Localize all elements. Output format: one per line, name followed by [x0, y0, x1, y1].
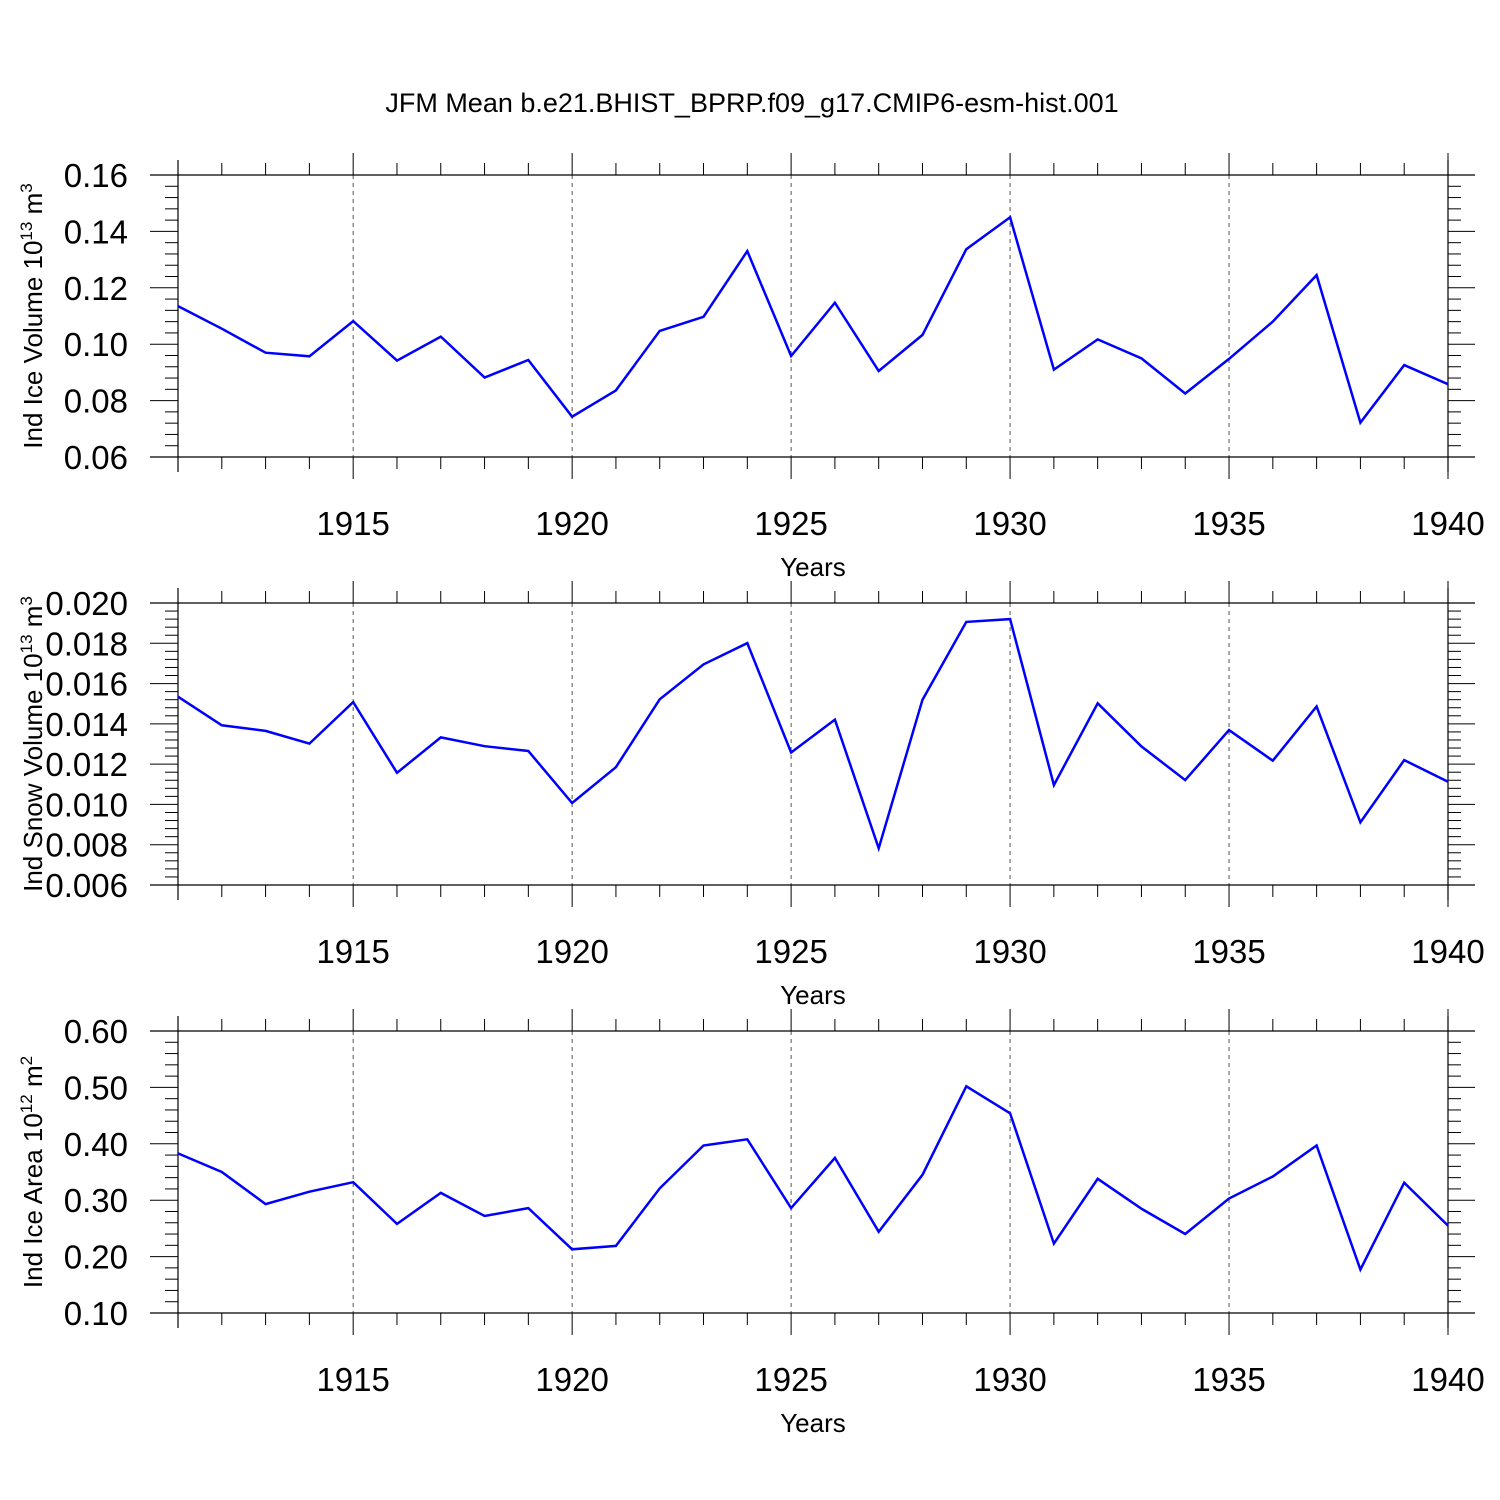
x-tick-label: 1940	[1411, 933, 1484, 970]
y-tick-label: 0.020	[45, 585, 128, 622]
y-tick-label: 0.20	[64, 1239, 128, 1276]
x-tick-label: 1930	[973, 933, 1046, 970]
x-tick-label: 1925	[754, 1361, 827, 1398]
x-tick-label: 1920	[535, 933, 608, 970]
x-tick-label: 1925	[754, 505, 827, 542]
x-tick-label: 1935	[1192, 933, 1265, 970]
x-tick-label: 1920	[535, 1361, 608, 1398]
y-axis-label: Ind Ice Volume 1013 m3	[17, 183, 48, 448]
y-axis-label: Ind Snow Volume 1013 m3	[17, 596, 48, 892]
x-tick-label: 1915	[316, 1361, 389, 1398]
x-tick-label: 1930	[973, 1361, 1046, 1398]
panel-3: 1915 1920 1925 1930 1935 1940 Years 0.10 0.20 0.3…	[17, 1009, 1485, 1438]
x-tick-label: 1940	[1411, 505, 1484, 542]
x-tick-label: 1935	[1192, 1361, 1265, 1398]
y-tick-label: 0.018	[45, 625, 128, 662]
y-tick-label: 0.40	[64, 1126, 128, 1163]
y-tick-label: 0.50	[64, 1069, 128, 1106]
panel-1: 1915 1920 1925 1930 1935 1940 Years 0.06 0.08 0.1…	[17, 153, 1485, 582]
x-tick-label: 1925	[754, 933, 827, 970]
x-axis-label: Years	[780, 1408, 846, 1438]
y-tick-label: 0.012	[45, 746, 128, 783]
series-line	[177, 1084, 1449, 1273]
y-tick-label: 0.12	[64, 270, 128, 307]
y-tick-label: 0.016	[45, 666, 128, 703]
x-axis-label: Years	[780, 980, 846, 1010]
y-tick-label: 0.30	[64, 1182, 128, 1219]
y-tick-label: 0.60	[64, 1013, 128, 1050]
x-tick-label: 1930	[973, 505, 1046, 542]
y-tick-label: 0.08	[64, 383, 128, 420]
series-line	[177, 617, 1449, 853]
y-tick-label: 0.014	[45, 706, 128, 743]
y-axis-label: Ind Ice Area 1012 m2	[17, 1056, 48, 1288]
y-tick-label: 0.16	[64, 157, 128, 194]
chart-title: JFM Mean b.e21.BHIST_BPRP.f09_g17.CMIP6-…	[385, 88, 1118, 118]
x-tick-label: 1915	[316, 933, 389, 970]
series-line	[177, 215, 1449, 426]
x-tick-label: 1915	[316, 505, 389, 542]
y-tick-label: 0.14	[64, 213, 128, 250]
y-tick-label: 0.10	[64, 326, 128, 363]
y-tick-label: 0.06	[64, 439, 128, 476]
x-tick-label: 1920	[535, 505, 608, 542]
y-tick-label: 0.008	[45, 827, 128, 864]
y-tick-label: 0.010	[45, 786, 128, 823]
x-tick-label: 1935	[1192, 505, 1265, 542]
y-tick-label: 0.10	[64, 1295, 128, 1332]
y-tick-label: 0.006	[45, 867, 128, 904]
x-axis-label: Years	[780, 552, 846, 582]
x-tick-label: 1940	[1411, 1361, 1484, 1398]
